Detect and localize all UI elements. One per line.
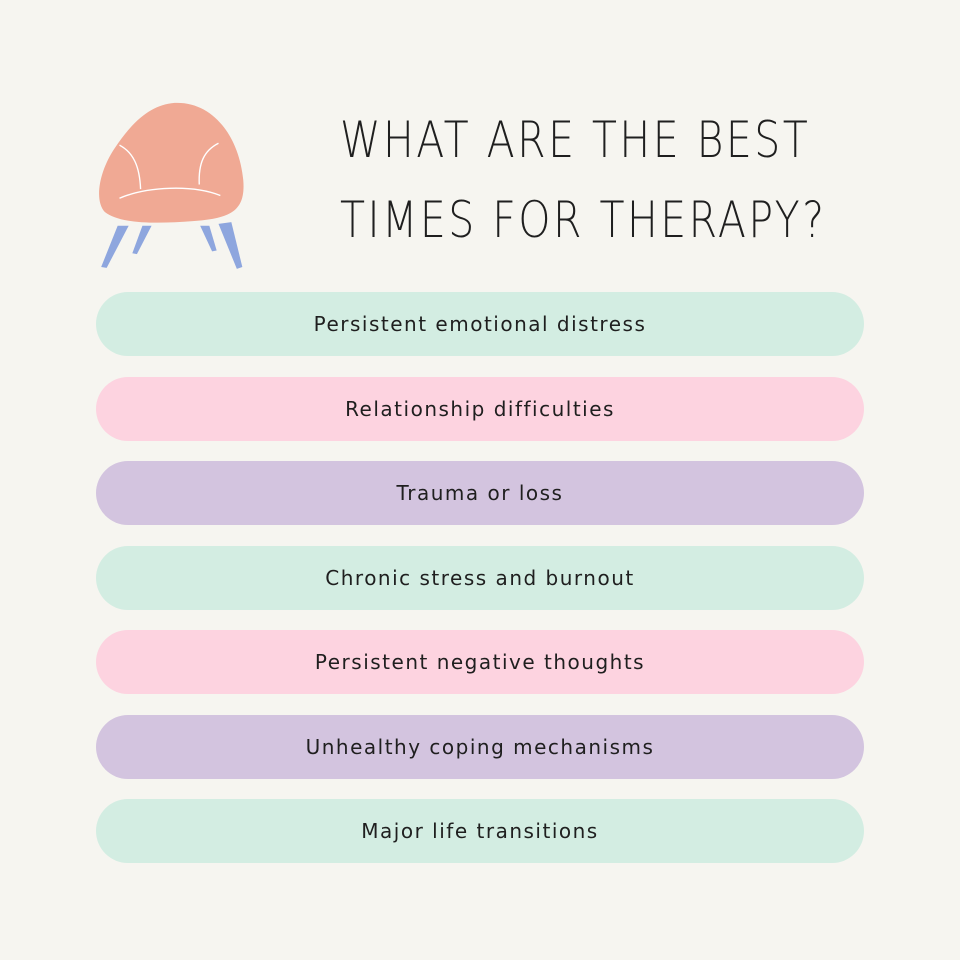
list-item-label: Unhealthy coping mechanisms	[305, 734, 655, 759]
title-line-2: times for therapy?	[340, 191, 827, 249]
list-item-label: Major life transitions	[361, 819, 599, 843]
list-item: Unhealthy coping mechanisms	[96, 714, 864, 779]
list-item-label: Chronic stress and burnout	[325, 565, 635, 590]
reasons-list: Persistent emotional distress Relationsh…	[96, 292, 864, 884]
armchair-icon	[99, 102, 244, 269]
list-item-label: Relationship difficulties	[345, 396, 615, 421]
page-title: What are the best times for therapy?	[340, 100, 827, 260]
list-item: Chronic stress and burnout	[96, 545, 864, 610]
list-item-label: Persistent emotional distress	[313, 312, 647, 336]
list-item: Persistent emotional distress	[96, 292, 864, 356]
list-item: Persistent negative thoughts	[96, 630, 864, 694]
title-line-1: What are the best	[340, 111, 811, 169]
list-item-label: Persistent negative thoughts	[314, 650, 646, 674]
list-item: Trauma or loss	[96, 461, 864, 525]
list-item: Major life transitions	[96, 799, 864, 863]
list-item: Relationship difficulties	[96, 376, 864, 441]
list-item-label: Trauma or loss	[396, 481, 564, 505]
